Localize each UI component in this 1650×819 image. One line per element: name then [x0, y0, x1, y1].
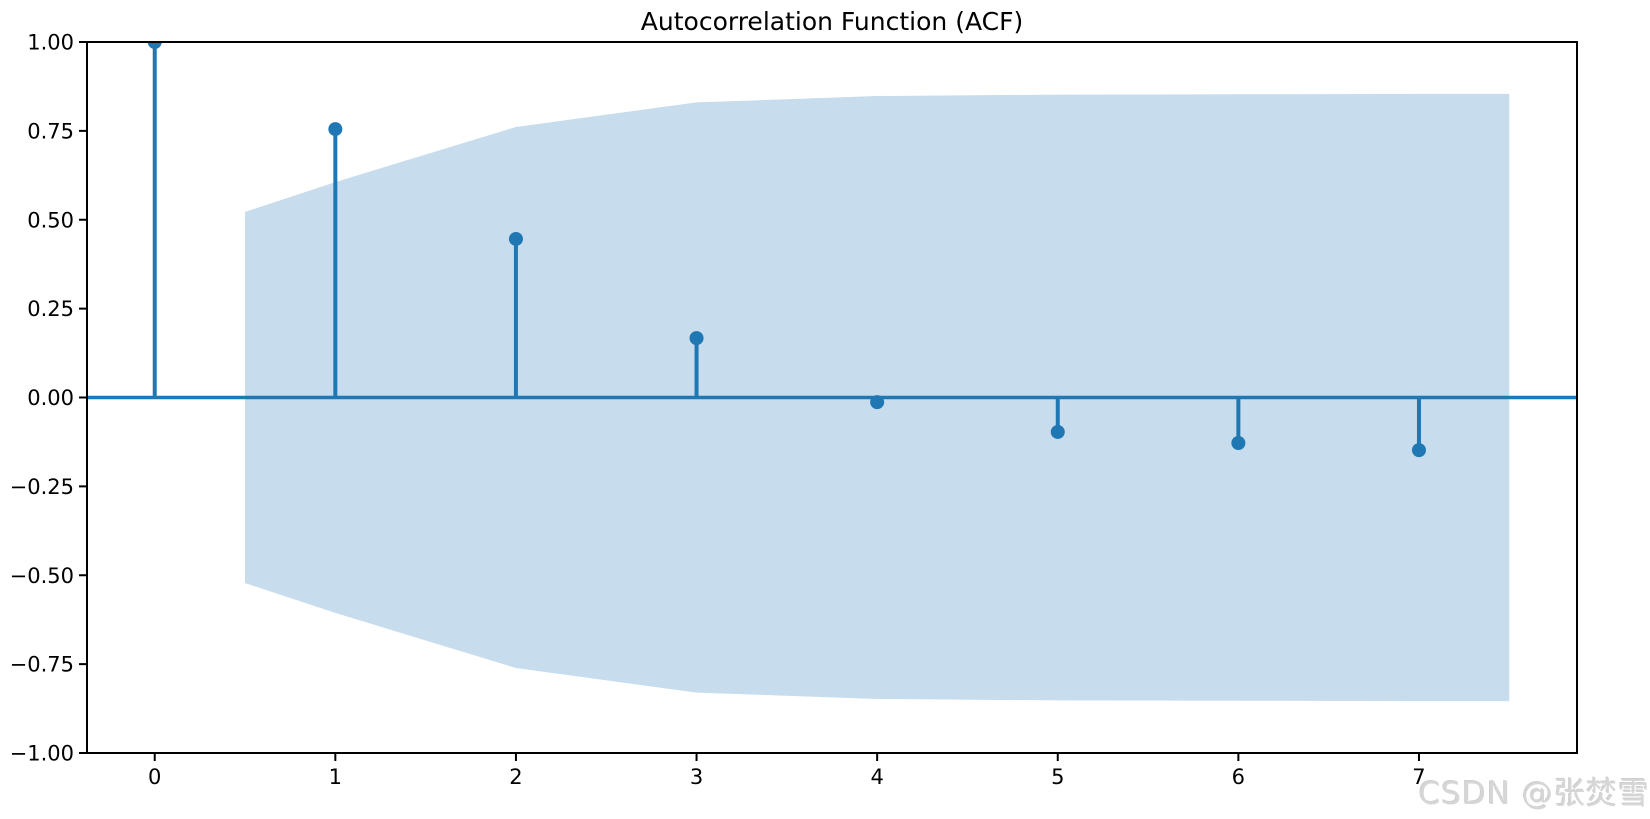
acf-marker-lag-7 [1411, 443, 1426, 458]
stem-series [147, 42, 1426, 458]
y-tick-label-−0.25: −0.25 [10, 475, 74, 499]
acf-marker-lag-2 [508, 231, 523, 246]
x-tick-label-3: 3 [690, 765, 703, 789]
y-tick-label-0.00: 0.00 [27, 386, 74, 410]
x-tick-label-2: 2 [509, 765, 522, 789]
y-tick-label-−1.00: −1.00 [10, 742, 74, 766]
x-tick-label-0: 0 [148, 765, 161, 789]
watermark: CSDN @张焚雪 [1418, 776, 1650, 812]
y-tick-label-−0.75: −0.75 [10, 653, 74, 677]
x-tick-label-7: 7 [1412, 765, 1425, 789]
y-tick-label-1.00: 1.00 [27, 31, 74, 55]
acf-marker-lag-6 [1231, 436, 1246, 451]
x-tick-label-4: 4 [870, 765, 883, 789]
y-tick-label-0.50: 0.50 [27, 208, 74, 232]
x-tick-label-5: 5 [1051, 765, 1064, 789]
chart-title: Autocorrelation Function (ACF) [640, 7, 1024, 36]
y-tick-label-−0.50: −0.50 [10, 564, 74, 588]
x-tick-label-1: 1 [329, 765, 342, 789]
acf-marker-lag-3 [689, 331, 704, 346]
acf-marker-lag-4 [870, 395, 885, 410]
y-tick-label-0.25: 0.25 [27, 297, 74, 321]
acf-marker-lag-1 [328, 122, 343, 137]
acf-marker-lag-5 [1050, 424, 1065, 439]
y-tick-label-0.75: 0.75 [27, 119, 74, 143]
x-tick-label-6: 6 [1232, 765, 1245, 789]
acf-marker-lag-0 [147, 42, 162, 49]
